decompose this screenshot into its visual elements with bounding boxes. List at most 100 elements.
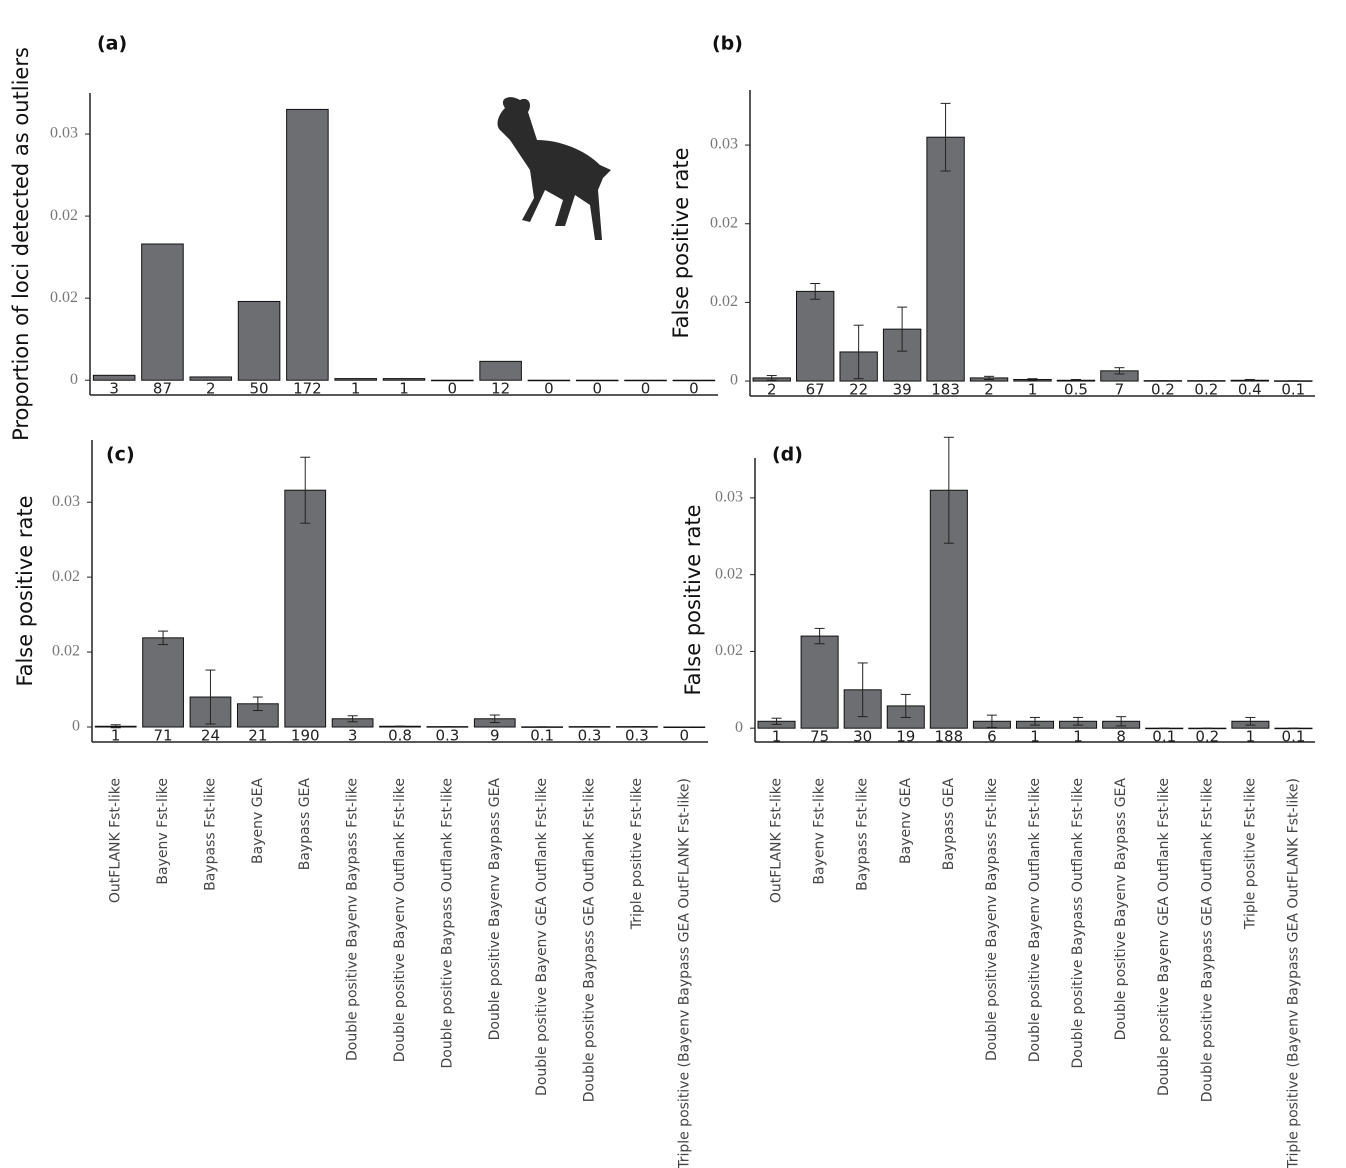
error-bar <box>347 715 358 723</box>
y-tick-label: 0 <box>730 372 738 389</box>
error-bar <box>853 324 864 380</box>
y-tick-label: 0 <box>735 719 743 736</box>
y-tick-label: 0.02 <box>710 214 738 231</box>
error-bar <box>1030 716 1040 726</box>
error-bar <box>814 627 825 645</box>
count-label: 3 <box>109 380 119 398</box>
error-bar <box>1073 716 1084 726</box>
error-bar <box>489 714 500 724</box>
count-label: 67 <box>806 381 825 399</box>
bar <box>672 379 716 382</box>
error-bar <box>986 714 997 728</box>
count-label: 21 <box>248 727 267 745</box>
count-label: 0.1 <box>1281 381 1305 399</box>
count-label: 1 <box>399 380 409 398</box>
x-tick-label: OutFLANK Fst-like <box>108 778 124 903</box>
error-bar <box>1114 367 1125 375</box>
x-tick-label: Double positive Bayenv GEA Outflank Fst-… <box>534 778 550 1096</box>
error-bar <box>1244 378 1255 382</box>
count-label: 0.4 <box>1238 381 1262 399</box>
y-tick-label: 0.03 <box>715 489 743 506</box>
x-tick-label: Triple positive (Bayenv Baypass GEA OutF… <box>1285 778 1301 1168</box>
x-tick-label: OutFLANK Fst-like <box>769 778 785 903</box>
bar <box>431 379 474 382</box>
count-label: 0 <box>544 380 554 398</box>
error-bar <box>984 375 995 380</box>
bar <box>382 378 426 381</box>
x-tick-label: Double positive Baypass Outflank Fst-lik… <box>439 778 455 1069</box>
count-label: 1 <box>1246 728 1256 746</box>
bar <box>479 360 522 381</box>
error-bar <box>1245 716 1256 726</box>
count-label: 1 <box>772 728 782 746</box>
count-label: 172 <box>293 380 322 398</box>
count-label: 0.1 <box>1152 728 1176 746</box>
error-bar <box>857 662 868 718</box>
count-label: 6 <box>987 728 997 746</box>
bar <box>286 108 329 381</box>
x-tick-label: Double positive Bayenv Outflank Fst-like <box>1027 778 1043 1062</box>
y-tick-label: 0.02 <box>715 642 743 659</box>
error-bar <box>810 283 821 300</box>
count-label: 9 <box>490 727 500 745</box>
count-label: 1 <box>1030 728 1040 746</box>
count-label: 1 <box>351 380 361 398</box>
x-tick-label: Double positive Bayenv Baypass GEA <box>487 778 503 1041</box>
y-axis-title: False positive rate <box>13 495 37 686</box>
bar <box>92 374 136 381</box>
count-label: 0.3 <box>435 727 459 745</box>
error-bar <box>1070 378 1081 382</box>
y-axis-title: False positive rate <box>681 504 705 695</box>
error-bar <box>897 306 908 352</box>
x-tick-label: Triple positive Fst-like <box>629 778 645 930</box>
count-label: 50 <box>250 380 269 398</box>
count-label: 19 <box>896 728 915 746</box>
bar <box>796 290 835 382</box>
bar <box>141 243 184 381</box>
x-tick-label: Triple positive Fst-like <box>1242 778 1258 930</box>
count-label: 0.2 <box>1194 381 1218 399</box>
count-label: 0.3 <box>578 727 602 745</box>
error-bar <box>900 693 911 718</box>
count-label: 0 <box>592 380 602 398</box>
y-tick-label: 0.02 <box>52 568 80 585</box>
count-label: 183 <box>931 381 960 399</box>
bar <box>800 635 839 729</box>
count-label: 1 <box>1073 728 1083 746</box>
count-label: 1 <box>1028 381 1038 399</box>
y-axis-title: Proportion of loci detected as outliers <box>9 47 33 441</box>
count-label: 0.8 <box>388 727 412 745</box>
x-tick-label: Double positive Baypass GEA Outflank Fst… <box>582 778 598 1102</box>
y-tick-label: 0.02 <box>50 289 78 306</box>
count-label: 8 <box>1116 728 1126 746</box>
x-tick-label: Double positive Bayenv Baypass Fst-like <box>345 778 361 1061</box>
y-tick-label: 0.02 <box>715 565 743 582</box>
error-bar <box>300 456 311 524</box>
count-label: 87 <box>153 380 172 398</box>
x-tick-label: Bayenv GEA <box>898 778 914 864</box>
bar <box>926 136 965 382</box>
x-tick-label: Double positive Baypass GEA Outflank Fst… <box>1199 778 1215 1102</box>
bar <box>334 378 377 381</box>
count-label: 190 <box>291 727 320 745</box>
x-tick-label: Double positive Bayenv Baypass GEA <box>1113 778 1129 1041</box>
count-label: 0.1 <box>1282 728 1306 746</box>
x-tick-label: Double positive Baypass Outflank Fst-lik… <box>1070 778 1086 1069</box>
error-bar <box>252 696 263 712</box>
count-label: 0.2 <box>1151 381 1175 399</box>
bar <box>284 489 327 728</box>
x-tick-label: Triple positive (Bayenv Baypass GEA OutF… <box>676 778 692 1168</box>
y-tick-label: 0.03 <box>710 136 738 153</box>
error-bar <box>205 669 216 725</box>
error-bar <box>943 436 954 544</box>
count-label: 71 <box>154 727 173 745</box>
count-label: 24 <box>201 727 220 745</box>
x-tick-label: Baypass Fst-like <box>855 778 871 891</box>
count-label: 3 <box>348 727 358 745</box>
count-label: 7 <box>1115 381 1125 399</box>
count-label: 2 <box>767 381 777 399</box>
count-label: 0 <box>641 380 651 398</box>
bar <box>142 637 184 728</box>
y-tick-label: 0 <box>70 371 78 388</box>
